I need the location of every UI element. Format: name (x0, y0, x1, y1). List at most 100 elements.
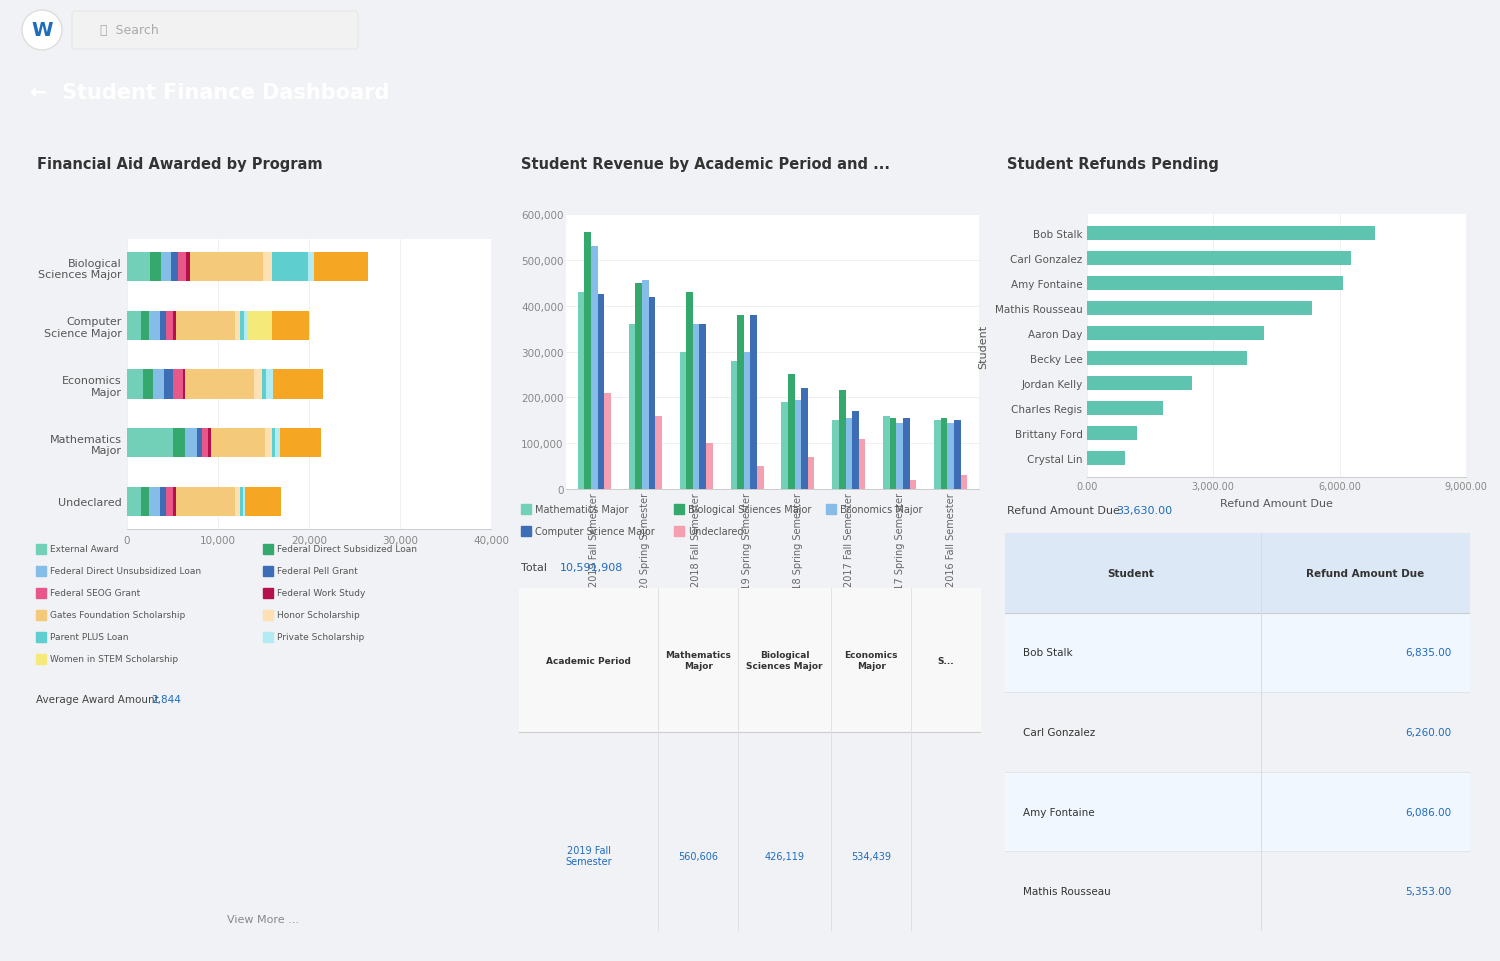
Bar (578, 292, 585, 489)
Bar (196, 429, 201, 457)
Text: S...: S... (938, 655, 954, 665)
Text: Mathis Rousseau: Mathis Rousseau (1023, 886, 1112, 897)
Text: W: W (32, 21, 53, 40)
Bar (1086, 227, 1374, 240)
Bar (1086, 302, 1312, 315)
Bar (1005, 613, 1470, 693)
Text: 10,591,908: 10,591,908 (560, 562, 622, 573)
Bar (884, 416, 890, 489)
Text: Honor Scholarship: Honor Scholarship (276, 611, 360, 620)
Text: 426,119: 426,119 (765, 850, 804, 861)
Bar (176, 487, 236, 516)
Circle shape (22, 11, 62, 51)
Text: ←  Student Finance Dashboard: ← Student Finance Dashboard (30, 83, 390, 103)
Text: Federal Pell Grant: Federal Pell Grant (276, 567, 357, 576)
Bar (1086, 327, 1263, 340)
Bar (1086, 377, 1192, 390)
Bar (160, 311, 166, 341)
Bar (1086, 277, 1342, 290)
Bar (148, 487, 160, 516)
Bar (160, 487, 166, 516)
Bar (148, 311, 160, 341)
Bar (174, 311, 176, 341)
Bar (909, 480, 916, 489)
Bar (190, 253, 262, 283)
Bar (730, 361, 736, 489)
Text: Biological Sciences Major: Biological Sciences Major (688, 505, 812, 514)
Bar (174, 487, 176, 516)
Bar (954, 421, 960, 489)
Bar (172, 370, 183, 399)
Bar (693, 325, 699, 489)
Bar (839, 391, 846, 489)
Text: Federal Direct Subsidized Loan: Federal Direct Subsidized Loan (276, 545, 417, 554)
Text: Amy Fontaine: Amy Fontaine (1023, 807, 1095, 817)
Text: Federal Direct Unsubsidized Loan: Federal Direct Unsubsidized Loan (50, 567, 201, 576)
Text: 5,353.00: 5,353.00 (1406, 886, 1452, 897)
Bar (186, 429, 196, 457)
Bar (272, 429, 276, 457)
Bar (128, 370, 144, 399)
Text: Average Award Amount: Average Award Amount (36, 694, 165, 704)
Text: Private Scholarship: Private Scholarship (276, 633, 364, 642)
Text: 6,086.00: 6,086.00 (1406, 807, 1452, 817)
Bar (172, 429, 186, 457)
Text: Parent PLUS Loan: Parent PLUS Loan (50, 633, 129, 642)
Text: Academic Period: Academic Period (546, 655, 632, 665)
Bar (1005, 533, 1470, 613)
Bar (636, 283, 642, 489)
Text: External Award: External Award (50, 545, 118, 554)
Text: Financial Aid Awarded by Program: Financial Aid Awarded by Program (38, 157, 322, 172)
Text: Carl Gonzalez: Carl Gonzalez (1023, 727, 1095, 737)
Bar (183, 370, 186, 399)
Bar (897, 423, 903, 489)
Bar (178, 253, 186, 283)
Bar (604, 393, 610, 489)
Bar (795, 400, 801, 489)
Bar (166, 487, 174, 516)
Bar (280, 429, 321, 457)
Bar (244, 487, 282, 516)
Bar (186, 370, 254, 399)
Text: Gates Foundation Scholarship: Gates Foundation Scholarship (50, 611, 186, 620)
Text: Student: Student (1107, 568, 1154, 579)
Bar (314, 253, 369, 283)
Bar (1005, 772, 1470, 851)
Bar (1086, 427, 1137, 440)
Text: Student Revenue by Academic Period and ...: Student Revenue by Academic Period and .… (522, 157, 891, 172)
Bar (128, 253, 150, 283)
Text: 33,630.00: 33,630.00 (1116, 505, 1173, 515)
Bar (141, 311, 148, 341)
Bar (736, 315, 744, 489)
Bar (236, 487, 240, 516)
Text: 6,260.00: 6,260.00 (1406, 727, 1452, 737)
Bar (960, 476, 968, 489)
Bar (273, 370, 322, 399)
Bar (144, 370, 153, 399)
Text: Mathematics
Major: Mathematics Major (664, 651, 730, 670)
Bar (236, 311, 240, 341)
Bar (758, 467, 764, 489)
Bar (273, 311, 309, 341)
Bar (890, 419, 897, 489)
Bar (128, 429, 172, 457)
Bar (801, 389, 808, 489)
Text: 6,835.00: 6,835.00 (1406, 648, 1452, 657)
Bar (648, 297, 656, 489)
Bar (267, 370, 273, 399)
Bar (846, 419, 852, 489)
Bar (272, 253, 309, 283)
Bar (782, 403, 788, 489)
Bar (519, 588, 981, 732)
Bar (833, 421, 839, 489)
Bar (680, 352, 686, 489)
Bar (1086, 452, 1125, 465)
Bar (262, 370, 267, 399)
Bar (788, 375, 795, 489)
Bar (309, 253, 314, 283)
Text: Undeclared: Undeclared (688, 527, 744, 536)
Text: Women in STEM Scholarship: Women in STEM Scholarship (50, 654, 178, 664)
FancyBboxPatch shape (72, 12, 358, 50)
Bar (585, 234, 591, 489)
Bar (128, 487, 141, 516)
